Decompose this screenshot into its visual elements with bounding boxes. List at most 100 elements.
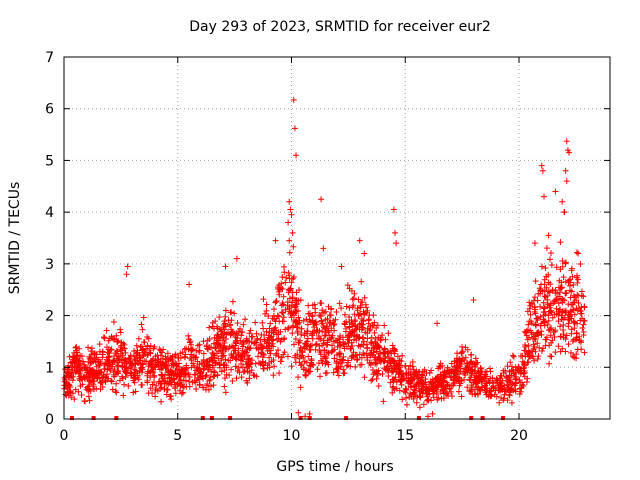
data-point [331, 355, 338, 362]
plot-frame [63, 56, 611, 420]
data-point [179, 349, 186, 356]
data-point [285, 353, 291, 360]
data-point [477, 386, 484, 393]
data-point [78, 392, 85, 399]
data-point [203, 363, 210, 370]
data-point [559, 296, 566, 303]
data-point [524, 326, 531, 333]
data-point [317, 336, 324, 343]
data-point [290, 243, 297, 250]
data-point [372, 335, 379, 342]
data-point [68, 373, 75, 380]
data-point [309, 332, 316, 339]
data-point [160, 361, 167, 368]
data-point [565, 301, 572, 308]
data-point [287, 285, 294, 292]
data-point [345, 359, 352, 366]
data-point [467, 351, 474, 358]
data-point [510, 366, 517, 373]
data-point [87, 360, 94, 367]
data-point [263, 301, 270, 308]
data-point [364, 357, 371, 364]
data-point [330, 322, 337, 329]
data-point [422, 376, 429, 383]
data-point [371, 329, 378, 336]
data-point [272, 324, 279, 331]
data-point [358, 278, 365, 285]
data-point [77, 352, 84, 359]
data-point [507, 359, 514, 366]
data-point [281, 263, 288, 270]
data-point [113, 380, 120, 387]
data-point [322, 316, 329, 323]
data-point [288, 309, 295, 316]
data-point [218, 334, 225, 341]
data-point [570, 281, 577, 288]
data-point [568, 288, 575, 295]
data-point [272, 237, 279, 244]
data-point [381, 322, 388, 329]
data-point [112, 371, 119, 378]
data-point [344, 416, 349, 420]
data-point [454, 350, 461, 357]
data-point [430, 394, 437, 401]
data-point [222, 320, 229, 327]
data-point [564, 147, 571, 154]
data-point [289, 330, 296, 337]
data-point [73, 343, 80, 350]
data-point [104, 375, 111, 382]
data-point [132, 367, 139, 374]
data-point [352, 363, 359, 370]
data-point [69, 390, 76, 397]
data-point [444, 381, 451, 388]
data-point [578, 288, 585, 295]
data-point [404, 377, 411, 384]
y-tick-label: 7 [45, 50, 54, 66]
data-point [498, 382, 505, 389]
data-point [159, 372, 166, 379]
data-point [125, 365, 132, 372]
data-point [66, 353, 73, 360]
data-point [482, 373, 489, 380]
data-point [238, 374, 245, 381]
data-point [537, 303, 544, 310]
data-point [441, 368, 448, 375]
data-point [130, 389, 137, 396]
data-point [372, 338, 379, 345]
data-point [186, 378, 193, 385]
data-point [517, 352, 524, 359]
data-point [331, 346, 338, 353]
data-point [77, 377, 84, 384]
data-point [554, 296, 561, 303]
data-point [556, 293, 563, 300]
y-tick-label: 3 [45, 257, 54, 273]
data-point [277, 358, 284, 365]
data-point [103, 327, 110, 334]
data-point [512, 380, 519, 387]
data-point [171, 361, 178, 368]
data-point [291, 304, 298, 311]
data-point [103, 344, 110, 351]
data-point [264, 345, 271, 352]
data-point [499, 377, 506, 384]
data-point [348, 353, 355, 360]
data-point [85, 358, 92, 365]
data-point [270, 306, 277, 313]
data-point [333, 359, 340, 366]
data-point [442, 371, 449, 378]
data-point [214, 335, 221, 342]
data-point [526, 334, 533, 341]
data-point [72, 344, 79, 351]
data-point [73, 362, 80, 369]
data-point [405, 380, 412, 387]
data-point [312, 341, 319, 348]
data-point [175, 355, 182, 362]
data-point [255, 359, 262, 366]
x-tick-label: 20 [510, 428, 528, 444]
data-point [535, 353, 542, 360]
data-point [140, 314, 147, 321]
data-point [448, 382, 455, 389]
data-point [223, 371, 230, 378]
data-point [107, 346, 114, 353]
